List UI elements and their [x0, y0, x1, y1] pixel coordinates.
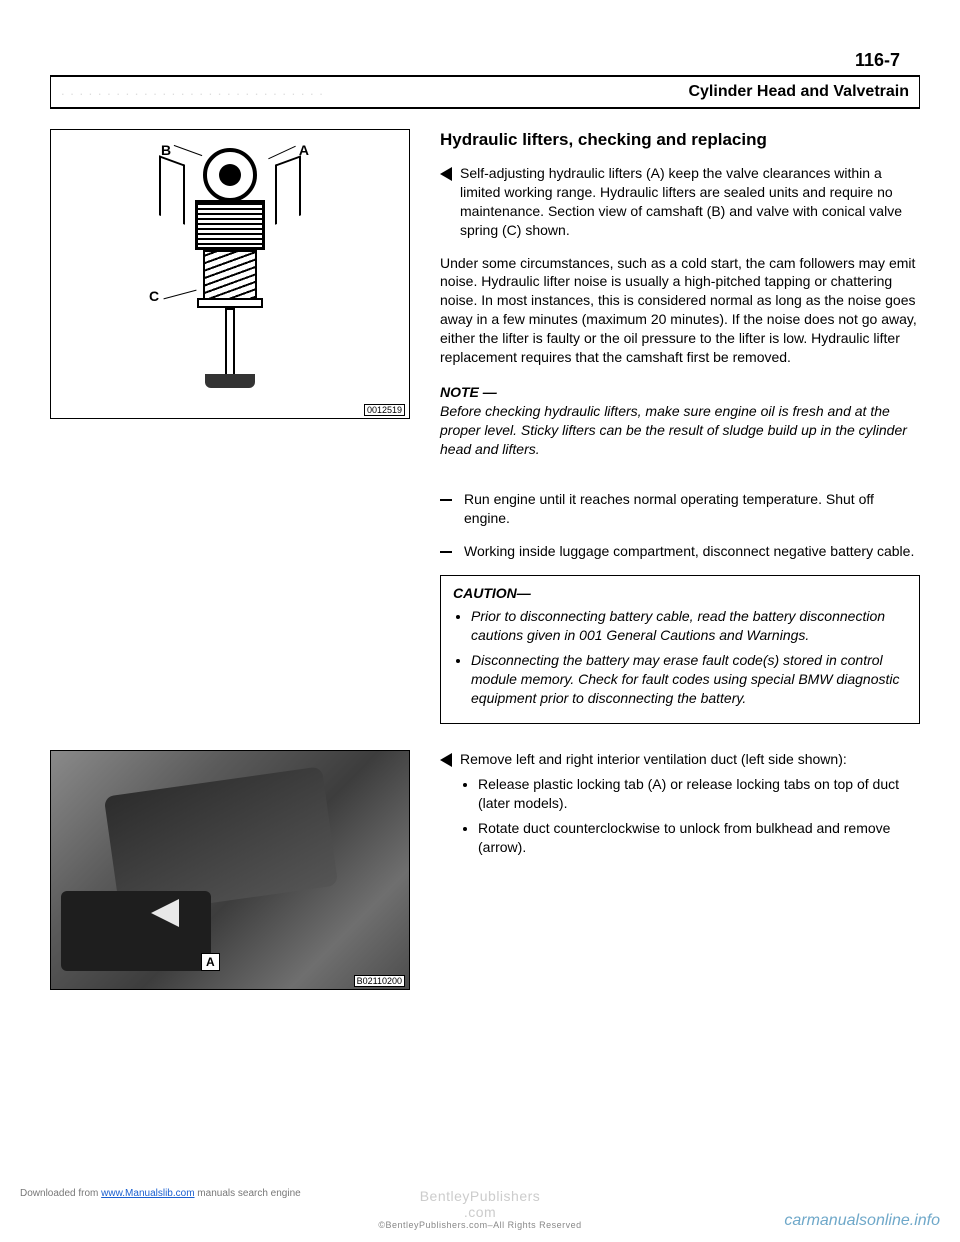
figure1-label-c: C [149, 288, 159, 304]
photo-arrow-icon [151, 899, 179, 927]
caution-box: CAUTION— Prior to disconnecting battery … [440, 575, 920, 724]
step-2: Working inside luggage compartment, disc… [440, 542, 920, 561]
header-faint: . . . . . . . . . . . . . . . . . . . . … [61, 83, 324, 98]
figure2-label-a: A [201, 953, 220, 971]
figure-photo: A B02110200 [50, 750, 410, 990]
note-block: NOTE — Before checking hydraulic lifters… [440, 383, 920, 459]
step-1: Run engine until it reaches normal opera… [440, 490, 920, 528]
caution-item-1: Prior to disconnecting battery cable, re… [471, 607, 907, 645]
arrow-icon [440, 167, 452, 181]
footer-right: carmanualsonline.info [784, 1212, 940, 1230]
section-header: . . . . . . . . . . . . . . . . . . . . … [50, 75, 920, 109]
para-1: Self-adjusting hydraulic lifters (A) kee… [440, 164, 920, 240]
figure-lifter-diagram: B A C 0012519 [50, 129, 410, 419]
para3-bullet-2: Rotate duct counterclockwise to unlock f… [478, 819, 920, 857]
arrow-icon [440, 753, 452, 767]
footer-left: Downloaded from www.Manualslib.com manua… [20, 1188, 301, 1199]
page-footer: Downloaded from www.Manualslib.com manua… [0, 1188, 960, 1230]
figure1-id: 0012519 [364, 404, 405, 416]
figure2-id: B02110200 [354, 975, 405, 987]
manualslib-link[interactable]: www.Manualslib.com [101, 1188, 194, 1199]
para3-bullet-1: Release plastic locking tab (A) or relea… [478, 775, 920, 813]
para-2: Under some circumstances, such as a cold… [440, 254, 920, 367]
caution-item-2: Disconnecting the battery may erase faul… [471, 651, 907, 708]
section-title: Cylinder Head and Valvetrain [688, 83, 909, 100]
page-number: 116-7 [50, 50, 900, 71]
subheading: Hydraulic lifters, checking and replacin… [440, 129, 920, 152]
para-3: Remove left and right interior ventilati… [440, 750, 920, 862]
